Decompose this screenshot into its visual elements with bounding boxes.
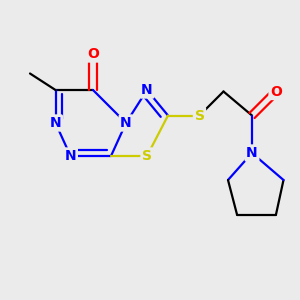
Text: N: N [120, 116, 132, 130]
Text: N: N [246, 146, 258, 160]
Text: N: N [50, 116, 61, 130]
Text: N: N [65, 149, 76, 163]
Text: S: S [194, 109, 205, 122]
Text: O: O [270, 85, 282, 98]
Text: S: S [142, 149, 152, 163]
Text: O: O [87, 47, 99, 61]
Text: N: N [141, 83, 153, 97]
